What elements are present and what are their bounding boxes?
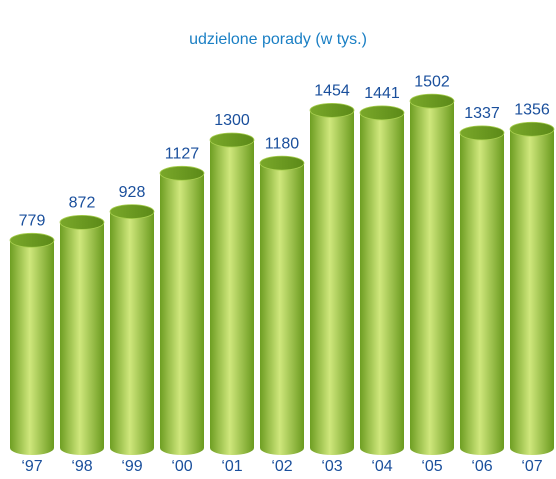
x-tick-label: ‘00 (171, 458, 192, 475)
x-tick-label: ‘06 (471, 458, 492, 475)
data-label: 1337 (464, 105, 500, 122)
bar (10, 240, 54, 448)
x-tick-label: ‘03 (321, 458, 342, 475)
bar (60, 222, 104, 448)
bar (210, 140, 254, 448)
data-label: 1180 (265, 135, 300, 152)
bar (310, 110, 354, 448)
x-tick-label: ‘05 (421, 458, 442, 475)
bar-top (9, 232, 55, 248)
data-label: 1454 (314, 83, 350, 100)
bar-top (109, 204, 155, 220)
data-label: 1502 (414, 73, 450, 90)
data-label: 1441 (364, 85, 400, 102)
x-tick-label: ‘07 (521, 458, 542, 475)
bar-top (309, 102, 355, 118)
bar (460, 132, 504, 448)
x-tick-label: ‘01 (221, 458, 242, 475)
bar (110, 211, 154, 448)
chart-title: udzielone porady (w tys.) (189, 31, 367, 48)
bar-top (59, 214, 105, 230)
bar (160, 173, 204, 449)
bar-top (459, 125, 505, 141)
x-tick-label: ‘98 (71, 458, 92, 475)
data-label: 1127 (165, 146, 200, 163)
x-tick-label: ‘97 (21, 458, 42, 475)
x-tick-label: ‘04 (371, 458, 392, 475)
bar-top (159, 165, 205, 181)
data-label: 1356 (514, 101, 550, 118)
x-tick-label: ‘02 (271, 458, 292, 475)
data-label: 1300 (214, 112, 250, 129)
bar (360, 112, 404, 449)
data-label: 928 (119, 184, 146, 201)
bar (260, 163, 304, 448)
bar-top (409, 93, 455, 109)
bar-top (259, 155, 305, 171)
bar (410, 101, 454, 449)
bar-top (509, 121, 555, 137)
bar-top (359, 105, 405, 121)
x-tick-label: ‘99 (121, 458, 142, 475)
data-label: 779 (19, 213, 46, 230)
bar (510, 129, 554, 448)
bar-top (209, 132, 255, 148)
data-label: 872 (69, 195, 96, 212)
